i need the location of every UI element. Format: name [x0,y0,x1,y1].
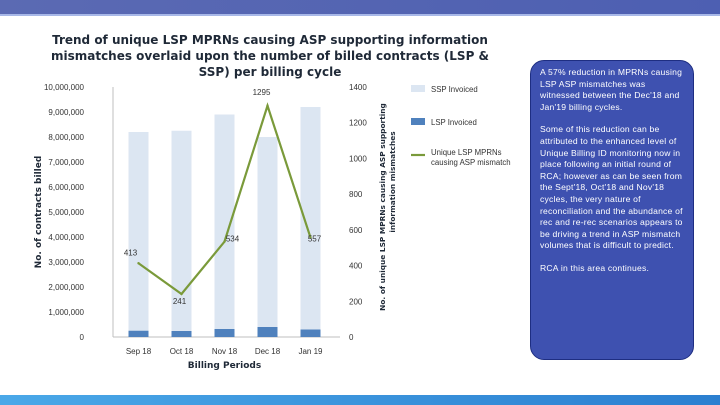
legend-swatch-ssp [411,85,425,92]
bar-lsp-invoiced [171,331,192,337]
y-tick-label: 6,000,000 [48,183,84,192]
bottom-banner [0,395,720,405]
data-label: 557 [308,235,322,244]
x-tick-label: Sep 18 [126,347,152,356]
top-banner-accent [0,14,720,16]
y-tick-label: 5,000,000 [48,208,84,217]
bar-lsp-invoiced [128,330,149,337]
line-point [309,236,312,239]
line-point [137,262,140,265]
bar-ssp-invoiced [171,130,192,337]
legend-label-ssp: SSP Invoiced [431,85,478,94]
line-point [266,104,269,107]
bar-ssp-invoiced [300,107,321,337]
legend-label-lsp: LSP Invoiced [431,118,477,127]
info-box: A 57% reduction in MPRNs causing LSP ASP… [530,60,694,360]
legend-label-line-2: causing ASP mismatch [431,158,511,167]
y2-axis-title-line1: No. of unique LSP MPRNs causing ASP supp… [378,103,387,311]
y-axis-title: No. of contracts billed [34,156,44,269]
data-label: 534 [226,235,240,244]
bar-lsp-invoiced [257,327,278,337]
y2-tick-label: 0 [349,333,354,342]
bar-ssp-invoiced [128,132,149,337]
x-tick-label: Nov 18 [212,347,238,356]
info-paragraph-reduction: A 57% reduction in MPRNs causing LSP ASP… [540,67,683,112]
y-tick-label: 1,000,000 [48,308,84,317]
bar-ssp-invoiced [214,114,235,337]
y2-tick-label: 600 [349,226,363,235]
data-label: 241 [173,297,187,306]
y2-tick-label: 200 [349,297,363,306]
x-tick-label: Oct 18 [170,347,194,356]
y2-axis-title-line2: information mismatches [388,131,397,233]
y-tick-label: 0 [80,333,85,342]
y-tick-label: 10,000,000 [44,83,85,92]
bar-lsp-invoiced [300,329,321,337]
x-tick-label: Jan 19 [298,347,323,356]
chart-title: Trend of unique LSP MPRNs causing ASP su… [50,33,490,79]
top-banner [0,0,720,14]
info-paragraph-rca: RCA in this area continues. [540,262,650,273]
line-point [223,240,226,243]
y2-tick-label: 800 [349,190,363,199]
line-point [180,292,183,296]
y-tick-label: 9,000,000 [48,108,84,117]
data-label: 1295 [253,88,271,97]
y2-tick-label: 1000 [349,154,367,163]
y2-tick-label: 400 [349,262,363,271]
x-axis-title: Billing Periods [188,361,261,371]
bar-ssp-invoiced [257,137,278,337]
y-tick-label: 8,000,000 [48,133,84,142]
y-tick-label: 2,000,000 [48,283,84,292]
legend-swatch-lsp [411,118,425,125]
y-tick-label: 7,000,000 [48,158,84,167]
x-tick-label: Dec 18 [255,347,281,356]
y-tick-label: 4,000,000 [48,233,84,242]
bar-lsp-invoiced [214,329,235,337]
y2-tick-label: 1400 [349,83,367,92]
info-paragraph-explanation: Some of this reduction can be attributed… [540,124,683,251]
data-label: 413 [124,248,138,257]
y2-tick-label: 1200 [349,119,367,128]
y-tick-label: 3,000,000 [48,258,84,267]
legend-label-line-1: Unique LSP MPRNs [431,148,502,157]
